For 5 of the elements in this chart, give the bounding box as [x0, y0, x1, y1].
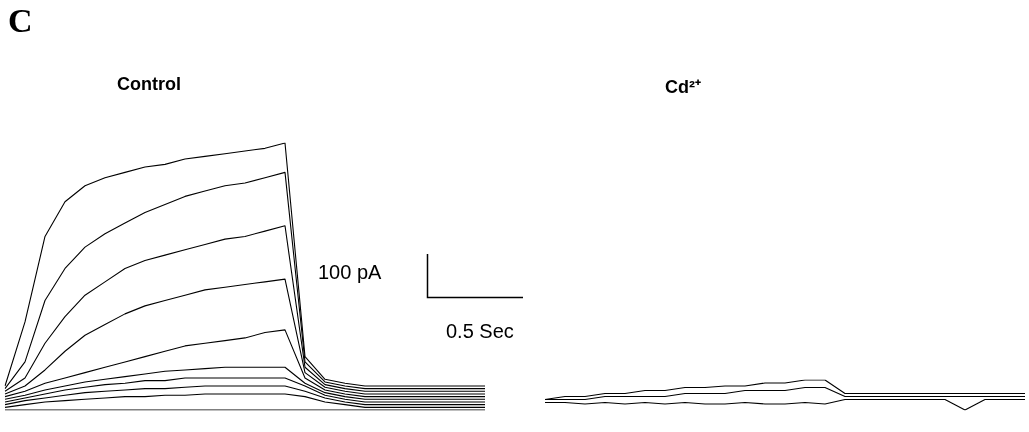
- annotation: 0.5 Sec: [446, 320, 514, 343]
- chart-title: Cd²⁺: [665, 76, 701, 98]
- annotation: 100 pA: [318, 261, 382, 284]
- chart-title: Control: [117, 74, 181, 95]
- text: C: [8, 2, 33, 40]
